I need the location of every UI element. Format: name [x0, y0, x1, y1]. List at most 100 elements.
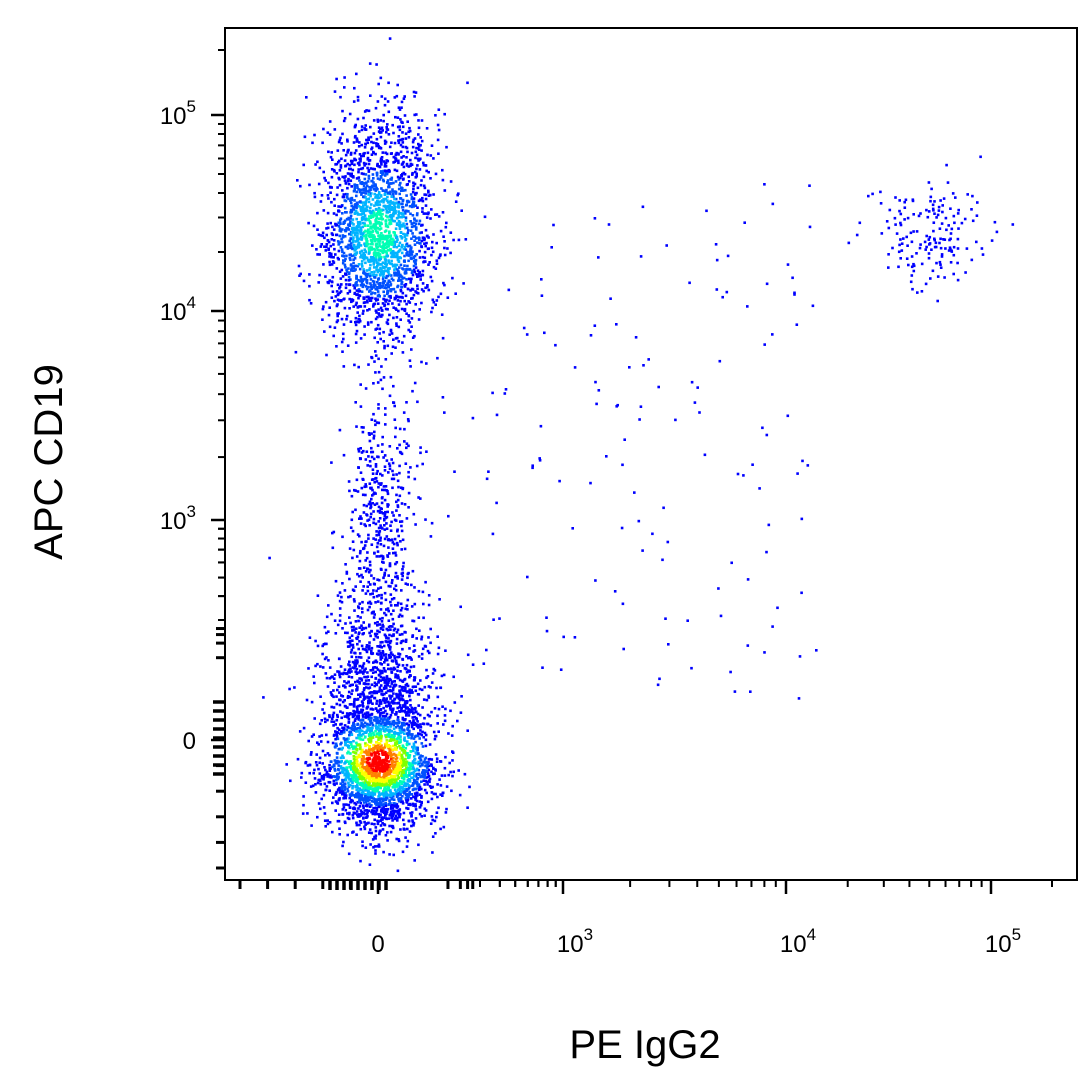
event-dot	[402, 791, 405, 794]
event-dot	[335, 290, 339, 293]
event-dot	[404, 747, 408, 750]
event-dot	[370, 707, 373, 711]
event-dot	[328, 677, 332, 680]
event-dot	[412, 644, 416, 647]
event-dot	[378, 669, 382, 673]
event-dot	[405, 312, 408, 315]
event-dot	[335, 756, 339, 759]
event-dot	[362, 692, 365, 696]
event-dot	[420, 239, 424, 243]
event-dot	[383, 692, 386, 696]
event-dot	[364, 235, 368, 238]
event-dot	[347, 750, 350, 754]
event-dot	[328, 120, 332, 123]
event-dot	[342, 365, 346, 368]
event-dot	[375, 666, 378, 670]
event-dot	[423, 774, 427, 777]
event-dot	[328, 821, 332, 824]
event-dot	[353, 286, 356, 290]
event-dot	[402, 780, 406, 784]
event-dot	[354, 785, 358, 789]
event-dot	[452, 238, 455, 242]
event-dot	[342, 728, 345, 732]
event-dot	[402, 818, 405, 822]
event-dot	[356, 117, 360, 121]
event-dot	[382, 340, 385, 343]
event-dot	[355, 823, 359, 827]
event-dot	[351, 747, 355, 750]
event-dot	[343, 297, 346, 301]
event-dot	[346, 725, 349, 729]
event-dot	[415, 272, 418, 276]
event-dot	[370, 179, 373, 183]
event-dot	[315, 763, 319, 767]
event-dot	[340, 790, 344, 793]
event-dot	[406, 793, 409, 796]
event-dot	[349, 153, 353, 156]
event-dot	[381, 199, 384, 202]
event-dot	[376, 290, 380, 293]
event-dot	[426, 212, 430, 216]
event-dot	[428, 780, 431, 784]
event-dot	[376, 750, 379, 754]
event-dot	[402, 222, 405, 225]
event-dot	[369, 255, 373, 259]
event-dot	[392, 161, 395, 164]
event-dot	[380, 156, 384, 159]
event-dot	[388, 648, 392, 651]
event-dot	[410, 297, 413, 300]
event-dot	[430, 815, 434, 818]
event-dot	[356, 791, 360, 795]
event-dot	[371, 780, 375, 783]
event-dot	[374, 779, 377, 783]
event-dot	[360, 281, 364, 284]
event-dot	[382, 758, 385, 762]
event-dot	[395, 294, 398, 298]
event-dot	[385, 242, 388, 245]
event-dot	[444, 811, 448, 814]
event-dot	[375, 726, 378, 730]
event-dot	[381, 765, 385, 768]
event-dot	[337, 728, 341, 731]
event-dot	[405, 845, 409, 848]
event-dot	[381, 780, 384, 783]
event-dot	[419, 725, 423, 729]
event-dot	[393, 271, 396, 274]
event-dot	[390, 689, 393, 693]
event-dot	[443, 714, 447, 717]
event-dot	[391, 264, 395, 268]
event-dot	[404, 239, 407, 242]
event-dot	[355, 788, 358, 792]
event-dot	[352, 722, 355, 726]
event-dot	[346, 151, 349, 154]
event-dot	[358, 769, 361, 773]
event-dot	[408, 694, 411, 698]
event-dot	[373, 845, 377, 848]
event-dot	[375, 63, 378, 66]
event-dot	[416, 269, 420, 272]
event-dot	[412, 264, 416, 268]
event-dot	[382, 200, 385, 204]
event-dot	[363, 110, 367, 113]
event-dot	[339, 665, 343, 668]
event-dot	[412, 202, 416, 206]
event-dot	[389, 288, 392, 291]
event-dot	[403, 709, 407, 713]
event-dot	[421, 730, 424, 734]
event-dot	[408, 790, 411, 794]
event-dot	[335, 761, 339, 765]
event-dot	[375, 174, 379, 177]
event-dot	[369, 194, 372, 198]
event-dot	[348, 239, 351, 243]
event-dot	[379, 213, 382, 217]
event-dot	[359, 766, 362, 769]
event-dot	[367, 679, 371, 682]
event-dot	[382, 113, 385, 117]
event-dot	[357, 130, 361, 133]
event-dot	[336, 737, 340, 741]
event-dot	[393, 254, 396, 257]
event-dot	[386, 729, 389, 732]
event-dot	[356, 203, 359, 207]
event-dot	[341, 813, 344, 816]
event-dot	[311, 244, 314, 247]
